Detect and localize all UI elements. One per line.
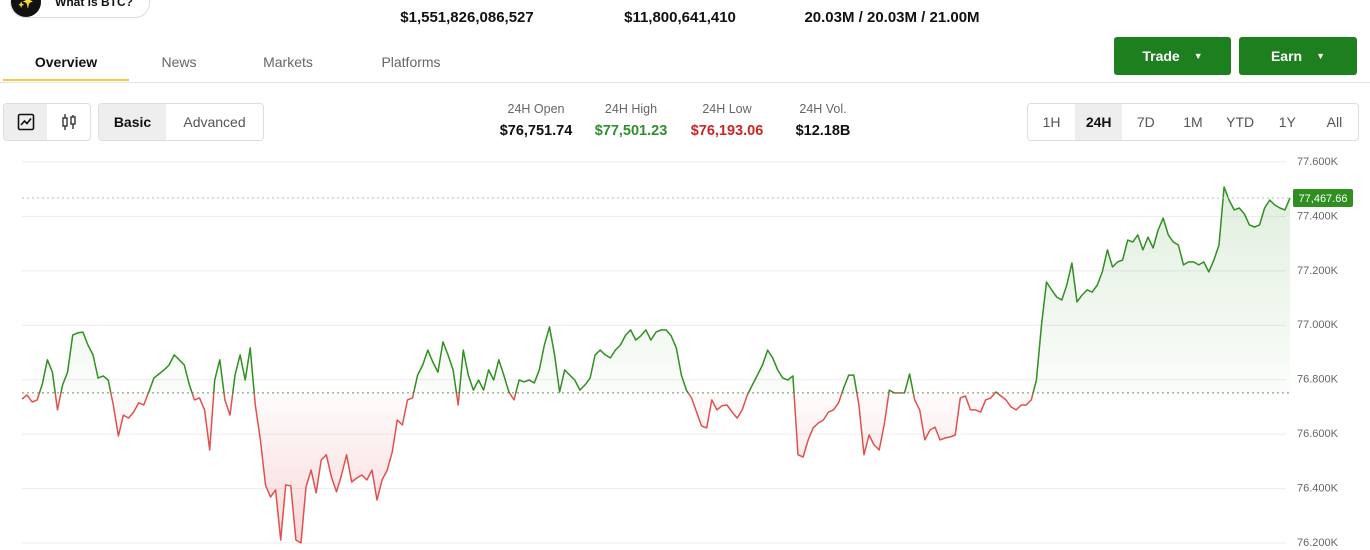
tab[interactable]: Overview: [34, 54, 98, 70]
tab[interactable]: Platforms: [381, 54, 441, 70]
y-tick-label: 76.800K: [1297, 374, 1339, 386]
help-button-label: What is BTC?: [55, 0, 133, 9]
area-fill: [22, 187, 1290, 543]
y-tick-label: 77.200K: [1297, 265, 1339, 277]
line-icon: [17, 113, 34, 131]
summary-label: 24H Low: [702, 102, 752, 116]
trade-button[interactable]: Trade ▼: [1114, 37, 1231, 75]
range-selector: 1H 24H 7D 1M YTD 1Y All: [1027, 103, 1359, 141]
summary-label: 24H Open: [507, 102, 565, 116]
summary-item: 24H High $77,501.23: [595, 102, 668, 139]
y-tick-label: 77.000K: [1297, 319, 1339, 331]
button-label: Earn: [1270, 48, 1303, 64]
separator: [0, 82, 1370, 83]
summary-value: $76,751.74: [499, 123, 573, 139]
button-label: Trade: [1142, 48, 1180, 64]
view-mode[interactable]: Basic: [99, 104, 166, 140]
sparkle-icon: ✨: [11, 0, 41, 17]
range-button[interactable]: YTD: [1226, 114, 1255, 130]
y-tick-label: 76.200K: [1297, 537, 1339, 549]
view-mode[interactable]: Advanced: [183, 114, 246, 130]
tab[interactable]: News: [161, 54, 197, 70]
summary-item: 24H Low $76,193.06: [691, 102, 764, 139]
range-button[interactable]: 24H: [1075, 104, 1123, 140]
y-tick-label: 76.400K: [1297, 482, 1339, 494]
range-button[interactable]: 1Y: [1278, 114, 1296, 130]
summary-label: 24H High: [604, 102, 658, 116]
summary-value: $12.18B: [795, 123, 851, 139]
y-tick-label: 77.600K: [1297, 156, 1339, 168]
tab[interactable]: Markets: [263, 54, 313, 70]
market-cap: $1,551,826,086,527: [400, 9, 534, 26]
range-button[interactable]: 1H: [1042, 114, 1061, 130]
last-price-label: 77,467.66: [1299, 193, 1348, 205]
line-chart-button[interactable]: [4, 104, 47, 140]
summary-label: 24H Vol.: [799, 102, 847, 116]
view-mode-toggle: Basic Advanced: [98, 103, 264, 141]
chart-style-toggle: [3, 103, 91, 141]
candle-icon: [61, 114, 76, 130]
earn-button[interactable]: Earn ▼: [1239, 37, 1357, 75]
last-price-tag: [1293, 189, 1353, 208]
range-button[interactable]: 1M: [1183, 114, 1203, 130]
candle-chart-button[interactable]: [47, 104, 90, 140]
tab-underline: [3, 79, 129, 81]
summary-item: 24H Open $76,751.74: [500, 102, 573, 139]
price-line: [21, 186, 1291, 544]
summary-value: $76,193.06: [690, 123, 764, 139]
range-button[interactable]: All: [1326, 114, 1343, 130]
summary-value: $77,501.23: [594, 123, 668, 139]
y-tick-label: 76.600K: [1297, 428, 1339, 440]
range-button[interactable]: 7D: [1136, 114, 1155, 130]
y-tick-label: 77.400K: [1297, 210, 1339, 222]
volume: $11,800,641,410: [624, 9, 736, 26]
help-button[interactable]: ✨ What is BTC?: [10, 0, 150, 18]
supply: 20.03M / 20.03M / 21.00M: [804, 9, 980, 26]
summary-item: 24H Vol. $12.18B: [796, 102, 851, 139]
